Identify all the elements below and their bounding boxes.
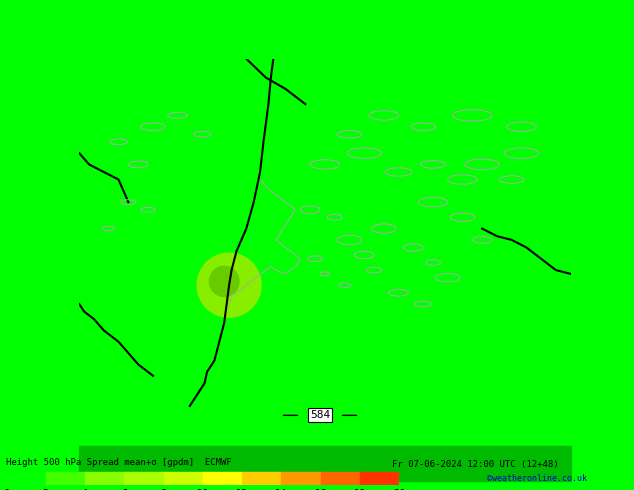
Text: 10: 10 <box>197 489 209 490</box>
Bar <box>321 471 360 485</box>
Bar <box>164 471 203 485</box>
Text: 8: 8 <box>160 489 167 490</box>
Text: 20: 20 <box>393 489 406 490</box>
Bar <box>124 471 164 485</box>
Text: 4: 4 <box>82 489 88 490</box>
Text: 6: 6 <box>121 489 127 490</box>
Bar <box>46 471 85 485</box>
Bar <box>6 471 46 485</box>
Text: 12: 12 <box>236 489 249 490</box>
Text: 18: 18 <box>354 489 366 490</box>
Text: 16: 16 <box>314 489 327 490</box>
Ellipse shape <box>197 253 261 317</box>
Bar <box>85 471 124 485</box>
Text: 584: 584 <box>310 410 330 420</box>
Text: 0: 0 <box>3 489 10 490</box>
Bar <box>360 471 399 485</box>
Ellipse shape <box>209 266 239 296</box>
Text: ©weatheronline.co.uk: ©weatheronline.co.uk <box>487 474 587 483</box>
Text: Fr 07-06-2024 12:00 UTC (12+48): Fr 07-06-2024 12:00 UTC (12+48) <box>392 461 559 469</box>
Bar <box>281 471 321 485</box>
Bar <box>203 471 242 485</box>
Bar <box>242 471 281 485</box>
Bar <box>79 445 571 481</box>
Text: Height 500 hPa Spread mean+σ [gpdm]  ECMWF: Height 500 hPa Spread mean+σ [gpdm] ECMW… <box>6 458 232 466</box>
Text: 2: 2 <box>42 489 49 490</box>
Text: 14: 14 <box>275 489 288 490</box>
